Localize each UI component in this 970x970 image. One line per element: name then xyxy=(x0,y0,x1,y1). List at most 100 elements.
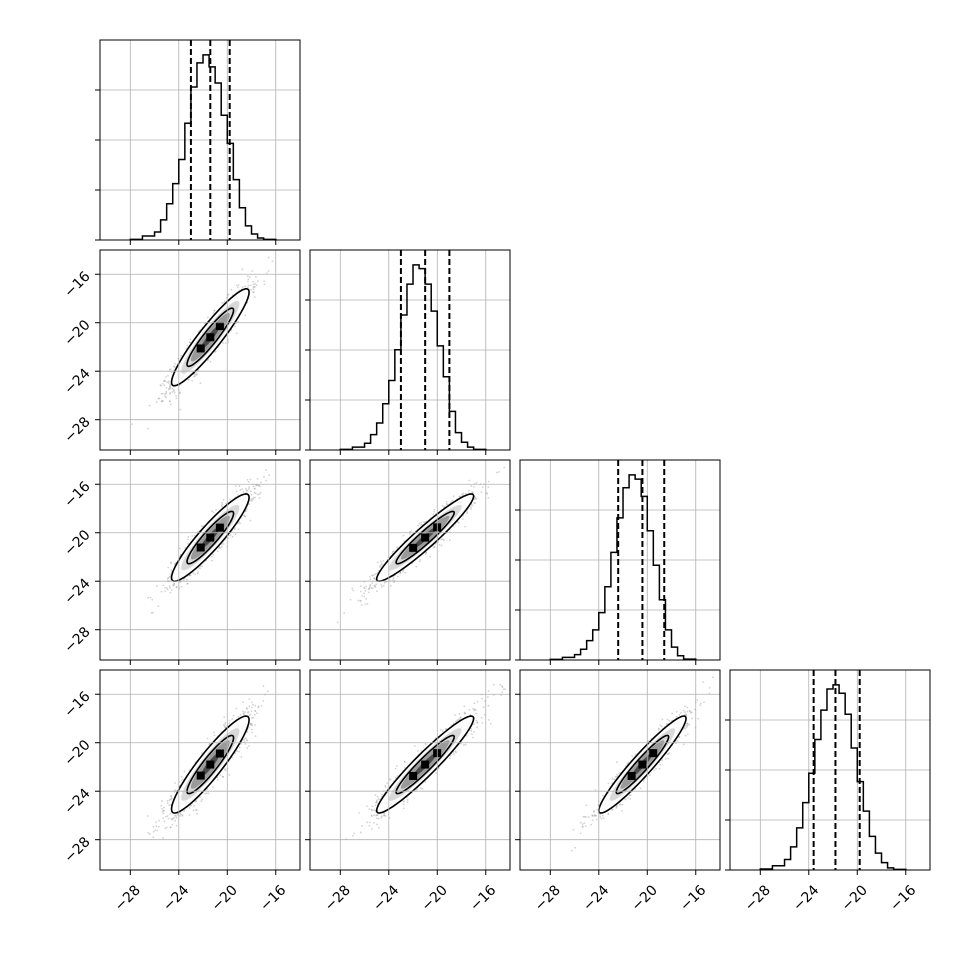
scatter-point xyxy=(252,280,255,283)
scatter-point xyxy=(194,373,197,376)
scatter-point xyxy=(255,275,257,278)
scatter-point xyxy=(173,582,175,585)
scatter-point xyxy=(193,375,196,378)
scatter-point xyxy=(131,423,133,426)
scatter-point xyxy=(180,354,182,357)
scatter-point xyxy=(244,487,247,490)
scatter-point xyxy=(174,782,176,784)
scatter-point xyxy=(402,534,405,537)
scatter-point xyxy=(169,392,172,394)
scatter-point xyxy=(401,570,404,573)
scatter-point xyxy=(215,508,217,511)
scatter-point xyxy=(246,747,249,749)
scatter-point xyxy=(244,515,247,518)
scatter-panel-2-0 xyxy=(95,459,301,665)
scatter-point xyxy=(247,278,250,281)
scatter-point xyxy=(244,743,247,745)
scatter-point xyxy=(360,599,362,602)
density-peak xyxy=(215,322,224,331)
scatter-point xyxy=(389,579,391,582)
scatter-point xyxy=(211,510,213,513)
scatter-point xyxy=(212,311,215,314)
scatter-point xyxy=(248,486,251,488)
scatter-point xyxy=(179,813,182,816)
scatter-point xyxy=(440,544,443,547)
scatter-point xyxy=(152,830,155,833)
scatter-point xyxy=(253,487,256,490)
scatter-point xyxy=(369,583,372,586)
scatter-point xyxy=(249,478,252,481)
scatter-point xyxy=(372,587,374,590)
scatter-point xyxy=(216,778,219,781)
scatter-point xyxy=(170,589,173,591)
histogram-step xyxy=(549,474,697,661)
scatter-point xyxy=(363,595,366,598)
scatter-point xyxy=(487,496,490,499)
scatter-point xyxy=(173,389,175,392)
scatter-point xyxy=(240,756,243,758)
scatter-point xyxy=(373,584,376,587)
scatter-point xyxy=(255,284,258,287)
scatter-point xyxy=(172,365,175,368)
scatter-point xyxy=(487,486,490,489)
scatter-point xyxy=(481,486,484,489)
scatter-point xyxy=(179,392,181,395)
scatter-point xyxy=(163,379,166,382)
scatter-point xyxy=(230,288,233,291)
scatter-point xyxy=(201,565,203,568)
scatter-point xyxy=(169,368,172,370)
scatter-point xyxy=(166,577,169,580)
scatter-point xyxy=(168,392,171,395)
scatter-point xyxy=(234,325,237,328)
scatter-point xyxy=(207,316,209,319)
scatter-point xyxy=(166,802,169,805)
scatter-point xyxy=(409,532,412,535)
scatter-point xyxy=(228,719,231,722)
scatter-point xyxy=(503,466,506,469)
scatter-point xyxy=(254,282,257,285)
scatter-point xyxy=(187,379,190,381)
scatter-point xyxy=(392,550,395,552)
histogram-step xyxy=(339,264,487,451)
scatter-point xyxy=(221,301,224,304)
scatter-point xyxy=(375,573,377,575)
scatter-point xyxy=(169,826,172,829)
scatter-point xyxy=(242,491,245,493)
scatter-point xyxy=(464,492,467,495)
histogram-panel-2 xyxy=(515,459,721,665)
scatter-point xyxy=(169,586,171,589)
scatter-point xyxy=(458,495,461,498)
scatter-point xyxy=(162,380,165,383)
scatter-point xyxy=(364,589,367,592)
scatter-point xyxy=(383,581,386,584)
scatter-point xyxy=(237,528,240,531)
scatter-point xyxy=(160,590,163,593)
scatter-point xyxy=(472,485,475,488)
scatter-point xyxy=(162,836,165,839)
scatter-point xyxy=(152,825,155,828)
scatter-point xyxy=(224,721,227,724)
scatter-point xyxy=(212,786,214,789)
scatter-point xyxy=(365,597,368,600)
scatter-point xyxy=(246,508,248,511)
contour-line xyxy=(186,307,235,368)
scatter-point xyxy=(192,809,195,812)
scatter-point xyxy=(248,744,250,747)
scatter-point xyxy=(245,491,248,494)
scatter-point xyxy=(336,621,339,624)
scatter-point xyxy=(209,360,212,363)
scatter-point xyxy=(168,576,171,579)
scatter-point xyxy=(253,491,256,494)
scatter-point xyxy=(169,385,171,388)
scatter-point xyxy=(219,547,222,549)
scatter-point xyxy=(475,481,478,484)
histogram-step xyxy=(129,54,277,241)
scatter-point xyxy=(199,382,202,384)
scatter-point xyxy=(382,584,385,587)
scatter-point xyxy=(380,563,383,566)
scatter-point xyxy=(175,586,178,589)
scatter-point xyxy=(234,527,236,530)
scatter-point xyxy=(441,538,444,541)
scatter-point xyxy=(174,362,176,365)
